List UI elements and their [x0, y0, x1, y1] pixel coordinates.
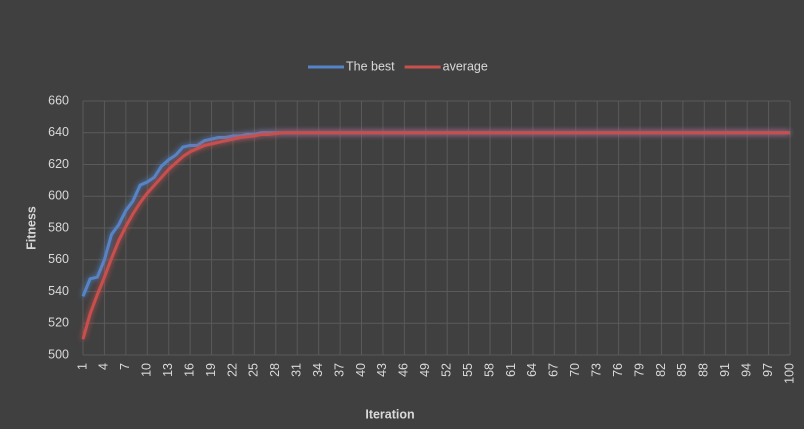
x-axis-title: Iteration [365, 407, 414, 421]
x-tick-label: 67 [547, 363, 561, 377]
x-tick-label: 49 [418, 363, 432, 377]
y-tick-label: 640 [48, 125, 69, 139]
x-tick-label: 28 [268, 363, 282, 377]
y-tick-label: 520 [48, 316, 69, 330]
y-tick-label: 600 [48, 189, 69, 203]
x-tick-label: 55 [461, 363, 475, 377]
x-tick-label: 85 [675, 363, 689, 377]
x-tick-label: 64 [525, 363, 539, 377]
x-tick-label: 10 [140, 363, 154, 377]
y-tick-label: 540 [48, 284, 69, 298]
x-tick-label: 4 [97, 363, 111, 370]
x-tick-label: 40 [354, 363, 368, 377]
x-tick-label: 37 [332, 363, 346, 377]
x-tick-label: 46 [397, 363, 411, 377]
legend-label: average [443, 59, 488, 73]
x-tick-label: 79 [632, 363, 646, 377]
x-tick-label: 94 [739, 363, 753, 377]
x-tick-label: 82 [654, 363, 668, 377]
x-tick-label: 16 [182, 363, 196, 377]
x-tick-label: 97 [761, 363, 775, 377]
x-tick-label: 52 [440, 363, 454, 377]
x-tick-label: 1 [75, 363, 89, 370]
y-tick-label: 580 [48, 220, 69, 234]
x-tick-label: 61 [504, 363, 518, 377]
y-tick-label: 500 [48, 347, 69, 361]
y-tick-label: 620 [48, 157, 69, 171]
x-tick-label: 25 [247, 363, 261, 377]
x-tick-label: 31 [290, 363, 304, 377]
y-tick-label: 660 [48, 93, 69, 107]
y-axis-title: Fitness [24, 206, 38, 250]
x-tick-label: 7 [118, 363, 132, 370]
x-tick-label: 76 [611, 363, 625, 377]
x-tick-label: 100 [782, 363, 796, 384]
line-series [81, 131, 790, 340]
x-tick-label: 43 [375, 363, 389, 377]
x-tick-label: 22 [225, 363, 239, 377]
legend-label: The best [346, 59, 395, 73]
x-tick-label: 58 [482, 363, 496, 377]
x-tick-label: 70 [568, 363, 582, 377]
x-tick-label: 13 [161, 363, 175, 377]
x-tick-label: 88 [697, 363, 711, 377]
x-tick-label: 73 [589, 363, 603, 377]
x-tick-label: 91 [718, 363, 732, 377]
y-tick-label: 560 [48, 252, 69, 266]
x-tick-label: 34 [311, 363, 325, 377]
x-tick-label: 19 [204, 363, 218, 377]
